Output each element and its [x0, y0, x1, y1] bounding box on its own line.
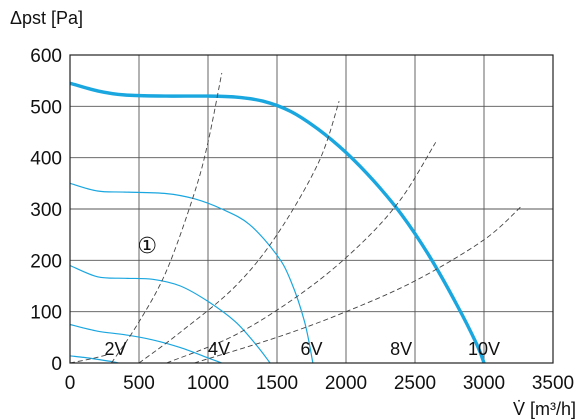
thin-curve-4	[70, 355, 119, 363]
voltage-label-4: 10V	[468, 339, 500, 359]
curves	[70, 72, 522, 363]
plot-frame	[69, 54, 554, 364]
y-tick-label-2: 200	[30, 251, 62, 272]
voltage-label-2: 6V	[300, 339, 322, 359]
x-tick-labels: 0 500 1000 1500 2000 2500 3000 3500	[65, 373, 574, 394]
x-axis-title: V̇ [m³/h]	[513, 399, 576, 419]
thin-curve-1	[70, 182, 314, 363]
x-tick-label-2: 1000	[187, 373, 229, 394]
y-tick-labels: 0 100 200 300 400 500 600	[30, 46, 62, 375]
voltage-label-0: 2V	[105, 339, 127, 359]
x-tick-label-3: 1500	[256, 373, 298, 394]
y-tick-label-5: 500	[30, 97, 62, 118]
y-tick-label-4: 400	[30, 149, 62, 170]
dashed-curve-8	[194, 206, 522, 363]
thin-curve-3	[70, 323, 223, 363]
grid-lines	[69, 54, 554, 364]
thin-curve-2	[70, 264, 271, 363]
operating-point-marker: ①	[137, 234, 157, 259]
dashed-curve-5	[111, 72, 223, 363]
dashed-curve-6	[138, 101, 340, 363]
x-tick-label-1: 500	[123, 373, 155, 394]
dashed-curve-7	[166, 142, 437, 363]
voltage-label-3: 8V	[390, 339, 412, 359]
voltage-labels: 2V 4V 6V 8V 10V	[105, 339, 500, 359]
x-tick-label-4: 2000	[325, 373, 367, 394]
x-tick-label-6: 3000	[463, 373, 505, 394]
y-tick-label-1: 100	[30, 303, 62, 324]
y-tick-label-6: 600	[30, 46, 62, 67]
voltage-label-1: 4V	[208, 339, 230, 359]
y-tick-label-3: 300	[30, 200, 62, 221]
x-tick-label-5: 2500	[394, 373, 436, 394]
main-curve-0	[70, 81, 486, 363]
y-axis-title: Δpst [Pa]	[10, 8, 83, 28]
dashed-curve-9	[70, 353, 112, 363]
y-tick-label-0: 0	[51, 354, 62, 375]
x-tick-label-7: 3500	[532, 373, 574, 394]
x-tick-label-0: 0	[65, 373, 76, 394]
